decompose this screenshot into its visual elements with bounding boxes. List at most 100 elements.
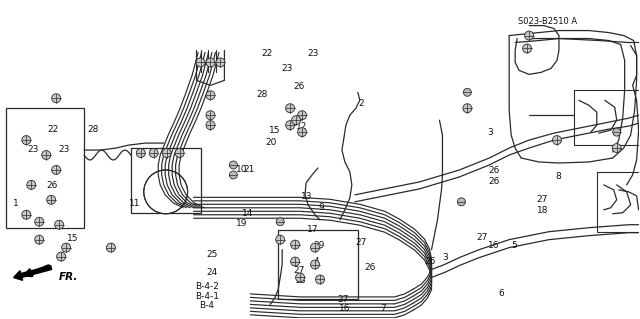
Text: 26: 26 [293,82,305,91]
Circle shape [552,136,561,145]
Text: 26: 26 [488,177,500,186]
Text: 27: 27 [356,238,367,247]
Text: 9: 9 [319,203,324,211]
Text: 15: 15 [67,234,79,243]
Text: 15: 15 [269,126,280,135]
Text: 23: 23 [307,48,319,58]
FancyArrow shape [13,266,52,280]
Text: 6: 6 [499,289,504,298]
Circle shape [22,136,31,145]
Circle shape [106,243,115,252]
Text: 8: 8 [556,173,561,182]
Text: 13: 13 [301,191,312,201]
Circle shape [612,128,621,136]
Text: 29: 29 [314,241,325,250]
Text: FR.: FR. [59,272,79,283]
Text: 3: 3 [487,128,493,137]
Text: 22: 22 [261,48,273,58]
Text: 18: 18 [294,276,306,285]
Bar [6,108,84,228]
Bar [574,90,640,145]
Circle shape [149,149,158,158]
Circle shape [47,195,56,204]
Circle shape [285,121,294,130]
Text: 16: 16 [488,241,499,250]
Circle shape [57,252,66,261]
Circle shape [292,116,301,125]
Text: 23: 23 [282,64,293,73]
Text: 27: 27 [293,265,305,275]
Circle shape [196,58,205,67]
Circle shape [463,104,472,113]
Text: B-4-1: B-4-1 [195,292,219,300]
Circle shape [162,149,171,158]
Circle shape [463,88,471,96]
Text: B-4: B-4 [199,301,214,310]
Circle shape [22,210,31,219]
Text: S023-B2510 A: S023-B2510 A [518,17,577,26]
Circle shape [206,58,215,67]
Circle shape [298,128,307,137]
Circle shape [291,240,300,249]
Text: 12: 12 [296,122,307,131]
Text: 23: 23 [27,145,38,154]
Circle shape [296,273,305,282]
Text: 7: 7 [380,304,386,313]
Circle shape [206,111,215,120]
Circle shape [216,58,225,67]
Text: 28: 28 [256,90,268,99]
Circle shape [316,275,324,284]
Bar [131,148,200,213]
Circle shape [298,111,307,120]
Circle shape [206,91,215,100]
Text: 11: 11 [129,199,140,208]
Text: 19: 19 [236,219,248,227]
Bar [596,172,640,232]
Circle shape [276,235,285,244]
Text: 16: 16 [339,304,351,313]
Circle shape [285,104,294,113]
Text: 26: 26 [365,263,376,272]
Circle shape [175,149,184,158]
Circle shape [144,170,188,214]
Text: 2: 2 [358,100,364,108]
Text: 26: 26 [488,166,500,175]
Text: 20: 20 [266,137,277,146]
Circle shape [525,31,534,40]
Circle shape [136,149,145,158]
Text: 22: 22 [47,125,58,134]
Circle shape [54,220,63,229]
Circle shape [52,166,61,174]
Text: 1: 1 [13,199,19,208]
Text: 27: 27 [476,233,488,242]
Text: 26: 26 [46,181,58,190]
Text: 14: 14 [243,209,253,218]
Circle shape [52,94,61,103]
Circle shape [229,161,237,169]
Text: 26: 26 [424,257,436,266]
Circle shape [42,151,51,160]
Circle shape [206,121,215,130]
Text: B-4-2: B-4-2 [195,282,219,291]
Circle shape [612,144,621,152]
Circle shape [523,44,532,53]
Circle shape [35,217,44,226]
Text: 24: 24 [207,268,218,277]
Circle shape [27,181,36,189]
Text: 27: 27 [537,195,548,204]
Bar [278,230,358,300]
Text: 5: 5 [511,241,517,250]
Text: 4: 4 [314,257,319,266]
Circle shape [458,198,465,206]
Text: 28: 28 [88,125,99,134]
Text: 27: 27 [338,295,349,304]
Text: 3: 3 [442,253,448,262]
Text: 21: 21 [244,165,255,174]
Text: 10: 10 [236,165,248,174]
Circle shape [310,260,319,269]
Text: 23: 23 [59,145,70,154]
Text: 25: 25 [207,250,218,259]
Text: 17: 17 [307,225,319,234]
Circle shape [61,243,70,252]
Circle shape [229,171,237,179]
